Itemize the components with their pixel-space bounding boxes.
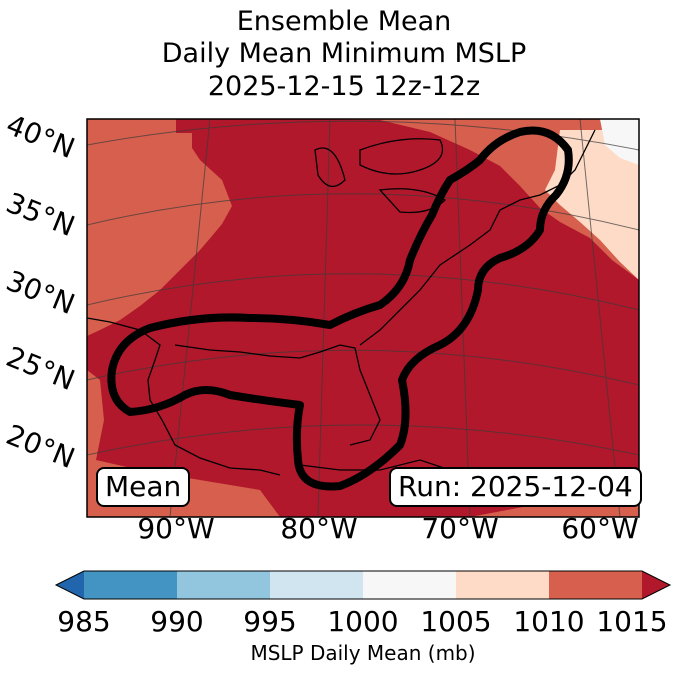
colorbar-seg-985 [84, 571, 177, 599]
colorbar-tick-1005: 1005 [420, 605, 492, 638]
fill-1010-northeast [280, 119, 639, 280]
colorbar-seg-1005 [456, 571, 549, 599]
colorbar-seg-995 [270, 571, 363, 599]
colorbar [54, 570, 672, 600]
fill-1000 [600, 119, 639, 165]
mean-badge: Mean [96, 467, 191, 507]
colorbar-low-arrow [56, 571, 84, 599]
colorbar-high-arrow [642, 571, 670, 599]
colorbar-tick-985: 985 [57, 605, 111, 638]
fill-1010-north [87, 119, 232, 336]
lon-label-70w: 70°W [421, 512, 499, 545]
colorbar-tick-1010: 1010 [513, 605, 585, 638]
map-frame [86, 118, 640, 518]
lon-label-80w: 80°W [280, 512, 358, 545]
colorbar-outline [54, 570, 672, 600]
colorbar-seg-990 [177, 571, 270, 599]
colorbar-tick-995: 995 [243, 605, 297, 638]
run-date-badge: Run: 2025-12-04 [389, 467, 642, 507]
colorbar-tick-990: 990 [150, 605, 204, 638]
colorbar-seg-1000 [363, 571, 456, 599]
coastlines [87, 129, 596, 476]
title-line-2: Daily Mean Minimum MSLP [161, 38, 527, 69]
colorbar-tick-1015: 1015 [596, 605, 668, 638]
lon-label-90w: 90°W [137, 512, 215, 545]
fill-1010-southeast [470, 480, 639, 517]
colorbar-tick-1000: 1000 [327, 605, 399, 638]
colorbar-seg-1010 [549, 571, 642, 599]
contour-line [107, 126, 573, 491]
lon-label-60w: 60°W [561, 512, 639, 545]
colorbar-label: MSLP Daily Mean (mb) [250, 641, 476, 665]
title-line-3: 2025-12-15 12z-12z [207, 71, 481, 102]
title-line-1: Ensemble Mean [236, 6, 452, 37]
